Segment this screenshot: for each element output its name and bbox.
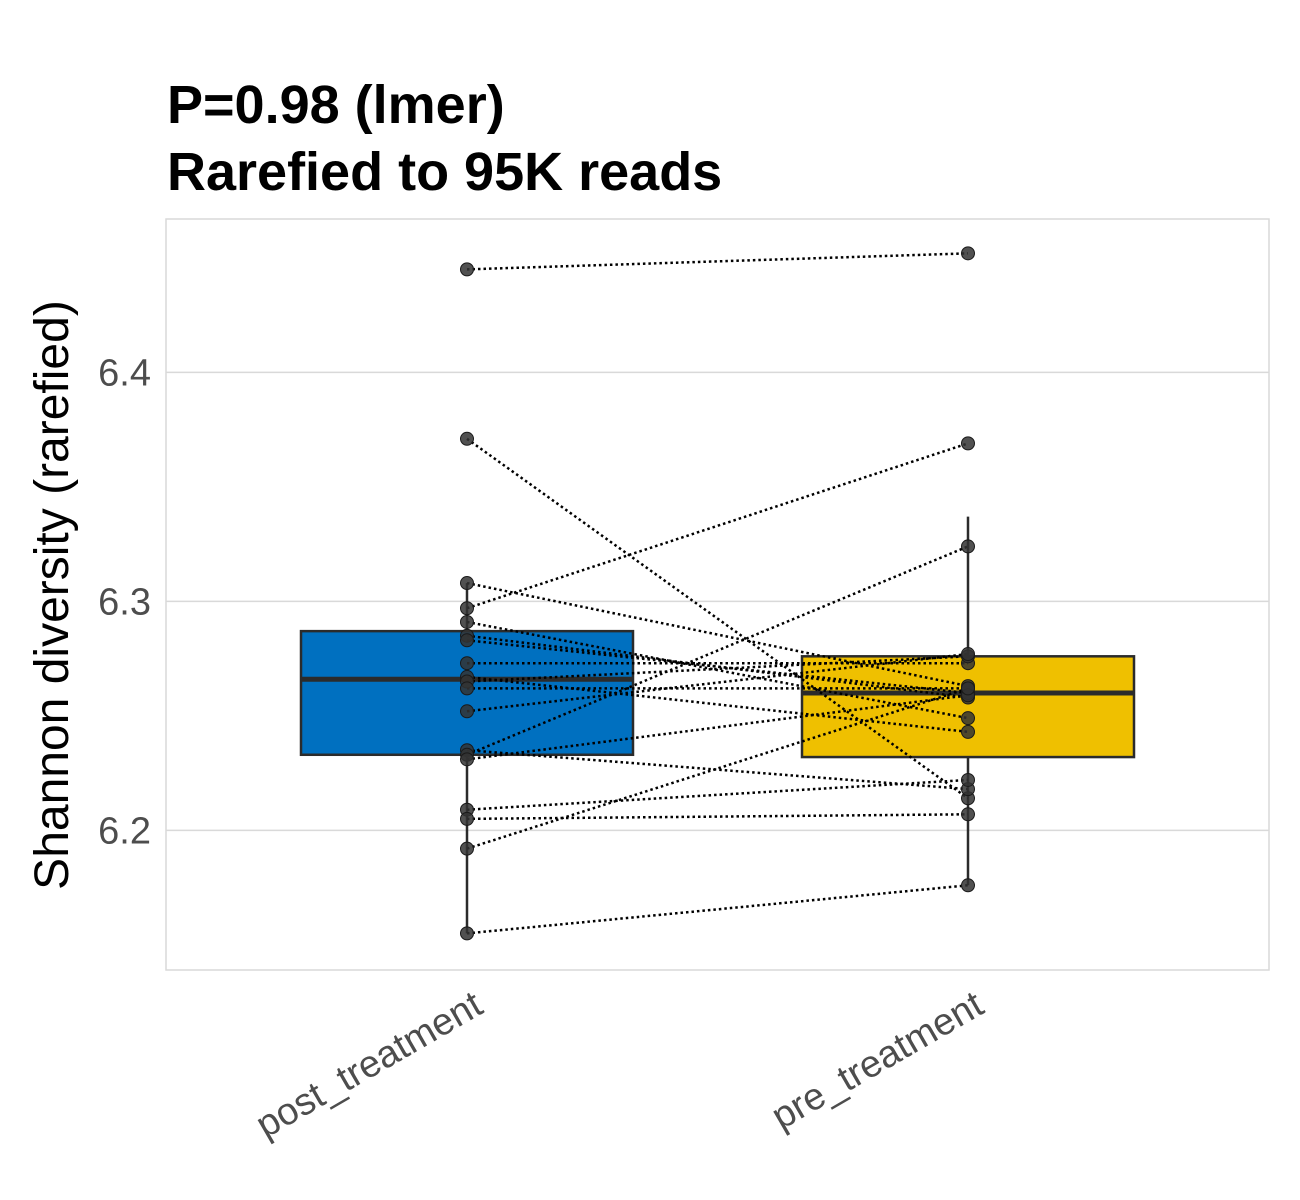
point-post-treatment — [460, 926, 474, 941]
pair-line — [466, 252, 969, 271]
x-tick-label: post_treatment — [249, 983, 490, 1146]
point-pre-treatment — [961, 807, 975, 822]
point-pre-treatment — [961, 246, 975, 261]
point-post-treatment — [460, 704, 474, 719]
point-post-treatment — [460, 656, 474, 671]
point-post-treatment — [460, 614, 474, 629]
point-post-treatment — [460, 431, 474, 446]
point-pre-treatment — [961, 772, 975, 787]
point-pre-treatment — [961, 539, 975, 554]
pair-line — [466, 620, 969, 720]
y-tick-label: 6.3 — [98, 581, 151, 623]
pair-line — [466, 655, 969, 683]
box-pre_treatment — [800, 655, 1136, 759]
pair-line — [466, 884, 969, 935]
point-pre-treatment — [961, 681, 975, 696]
pair-line — [466, 652, 969, 713]
data-points — [460, 246, 975, 941]
pair-line — [466, 634, 969, 699]
point-pre-treatment — [961, 711, 975, 726]
y-axis-ticks: 6.2 6.3 6.4 — [98, 352, 151, 852]
point-post-treatment — [460, 262, 474, 277]
point-post-treatment — [460, 752, 474, 767]
pair-line — [466, 639, 969, 695]
pair-line — [466, 545, 969, 756]
point-post-treatment — [460, 601, 474, 616]
plot-panel — [165, 218, 1270, 971]
pair-line — [466, 694, 969, 761]
pair-line — [466, 748, 969, 791]
point-post-treatment — [460, 841, 474, 856]
point-post-treatment — [460, 576, 474, 591]
y-tick-label: 6.4 — [98, 352, 151, 394]
point-post-treatment — [460, 633, 474, 648]
point-pre-treatment — [961, 878, 975, 893]
point-pre-treatment — [961, 647, 975, 662]
boxplots — [299, 516, 1136, 934]
pair-line — [466, 437, 969, 800]
x-tick-label: pre_treatment — [765, 983, 991, 1138]
point-pre-treatment — [961, 724, 975, 739]
pair-line — [466, 813, 969, 821]
y-tick-label: 6.2 — [98, 810, 151, 852]
pair-line — [466, 675, 969, 734]
pair-lines — [466, 252, 969, 935]
pair-line — [466, 778, 969, 811]
y-axis-title: Shannon diversity (rarefied) — [26, 300, 79, 890]
point-post-treatment — [460, 811, 474, 826]
x-axis-ticks: post_treatment pre_treatment — [249, 983, 991, 1146]
gridlines — [166, 371, 1269, 832]
chart-subtitle: Rarefied to 95K reads — [167, 142, 722, 202]
point-post-treatment — [460, 681, 474, 696]
point-pre-treatment — [961, 436, 975, 451]
chart-title: P=0.98 (lmer) — [167, 75, 505, 135]
